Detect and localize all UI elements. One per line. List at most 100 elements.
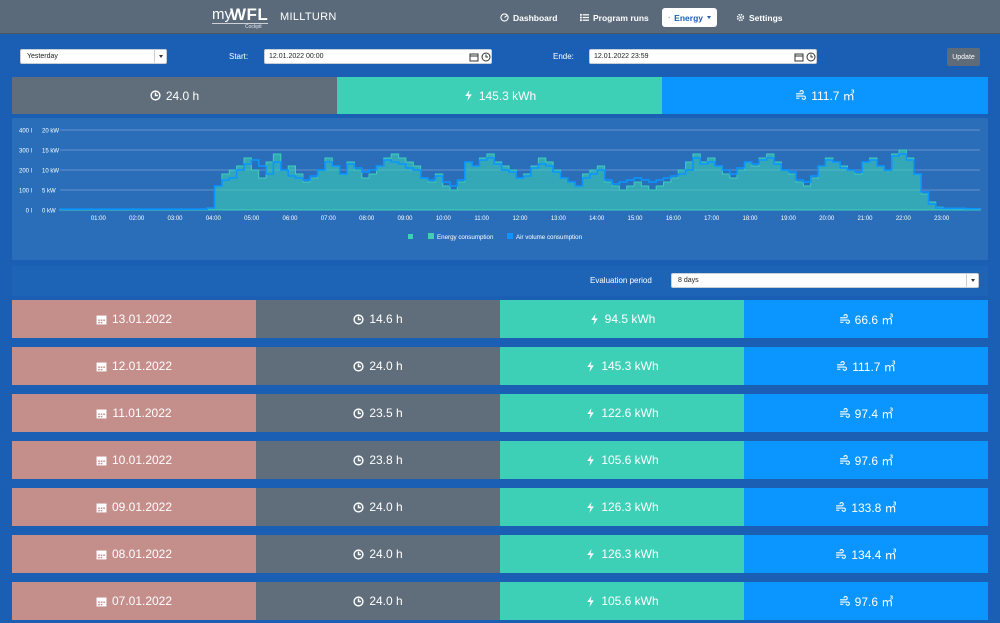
day-row[interactable]: 13.01.2022 14.6 h 94.5 kWh 66.6 ㎥ xyxy=(12,300,988,338)
calendar-icon[interactable] xyxy=(469,52,479,62)
summary-air: 111.7 ㎥ xyxy=(662,77,988,114)
wind-icon xyxy=(839,454,850,465)
x-tick: 02:00 xyxy=(129,216,145,222)
day-hours: 23.5 h xyxy=(256,394,500,432)
day-date: 08.01.2022 xyxy=(12,535,256,573)
x-tick: 01:00 xyxy=(91,216,107,222)
day-air: 133.8 ㎥ xyxy=(744,488,988,526)
range-select[interactable]: Yesterday xyxy=(20,49,167,64)
start-label: Start: xyxy=(229,52,249,61)
clock-icon xyxy=(353,313,364,325)
list-icon xyxy=(580,13,589,22)
evaluation-label: Evaluation period xyxy=(590,276,652,285)
day-air: 97.6 ㎥ xyxy=(744,582,988,620)
day-hours-value: 24.0 h xyxy=(369,359,403,373)
machine-name: MILLTURN xyxy=(280,11,337,23)
y-tick-left: 200 l xyxy=(19,169,32,175)
gear-icon xyxy=(736,13,745,22)
x-tick: 20:00 xyxy=(819,216,835,222)
end-datetime-input[interactable]: 12.01.2022 23:59 xyxy=(589,49,817,64)
wind-icon xyxy=(836,548,847,559)
day-date: 09.01.2022 xyxy=(12,488,256,526)
day-date: 10.01.2022 xyxy=(12,441,256,479)
update-button[interactable]: Update xyxy=(947,48,980,66)
end-datetime-value: 12.01.2022 23:59 xyxy=(594,53,649,60)
day-row[interactable]: 10.01.2022 23.8 h 105.6 kWh 97.6 ㎥ xyxy=(12,441,988,479)
day-row[interactable]: 11.01.2022 23.5 h 122.6 kWh 97.4 ㎥ xyxy=(12,394,988,432)
day-row[interactable]: 09.01.2022 24.0 h 126.3 kWh 133.8 ㎥ xyxy=(12,488,988,526)
day-hours-value: 14.6 h xyxy=(369,312,403,326)
nav-settings[interactable]: Settings xyxy=(730,8,789,27)
wind-icon xyxy=(796,90,807,100)
day-date-value: 13.01.2022 xyxy=(111,312,173,326)
y-tick-left: 100 l xyxy=(19,189,32,195)
calendar-icon[interactable] xyxy=(794,52,804,62)
day-date: 12.01.2022 xyxy=(12,347,256,385)
clock-icon xyxy=(353,360,364,372)
evaluation-bar: Evaluation period 8 days xyxy=(12,266,988,296)
x-tick: 22:00 xyxy=(896,216,912,222)
wind-icon xyxy=(839,313,850,324)
x-tick: 06:00 xyxy=(282,216,298,222)
day-hours: 23.8 h xyxy=(256,441,500,479)
x-tick: 21:00 xyxy=(857,216,873,222)
calendar-icon xyxy=(96,503,107,512)
clock-icon xyxy=(353,501,364,513)
day-energy: 122.6 kWh xyxy=(500,394,744,432)
x-tick: 14:00 xyxy=(589,216,605,222)
x-tick: 16:00 xyxy=(666,216,682,222)
day-hours: 24.0 h xyxy=(256,347,500,385)
bolt-icon xyxy=(587,454,595,466)
x-tick: 07:00 xyxy=(321,216,337,222)
summary-bar: 24.0 h 145.3 kWh 111.7 ㎥ xyxy=(12,77,988,114)
clock-icon[interactable] xyxy=(806,52,816,62)
y-tick-left: 400 l xyxy=(19,129,32,135)
brand-my: my xyxy=(212,6,232,23)
bolt-icon xyxy=(590,313,598,325)
x-tick: 19:00 xyxy=(781,216,797,222)
day-energy-value: 105.6 kWh xyxy=(601,453,659,467)
x-tick: 12:00 xyxy=(512,216,528,222)
wind-icon xyxy=(839,595,850,606)
summary-hours: 24.0 h xyxy=(12,77,337,114)
summary-energy: 145.3 kWh xyxy=(337,77,662,114)
day-row[interactable]: 12.01.2022 24.0 h 145.3 kWh 111.7 ㎥ xyxy=(12,347,988,385)
day-air: 134.4 ㎥ xyxy=(744,535,988,573)
air-series xyxy=(60,153,980,210)
y-tick-right: 15 kW xyxy=(42,149,59,155)
evaluation-period-select[interactable]: 8 days xyxy=(671,273,979,288)
brand-logo[interactable]: my WFL Cockpit xyxy=(212,5,268,30)
end-label: Ende: xyxy=(553,52,574,61)
day-hours-value: 24.0 h xyxy=(369,500,403,514)
start-datetime-input[interactable]: 12.01.2022 00:00 xyxy=(264,49,492,64)
legend-air: Air volume consumption xyxy=(516,234,583,241)
filter-toolbar: Yesterday Start: 12.01.2022 00:00 Ende: … xyxy=(12,42,988,72)
x-tick: 18:00 xyxy=(742,216,758,222)
y-tick-right: 0 kW xyxy=(42,209,56,215)
day-air: 97.4 ㎥ xyxy=(744,394,988,432)
day-date-value: 10.01.2022 xyxy=(111,453,173,467)
day-energy-value: 94.5 kWh xyxy=(604,312,656,326)
bolt-icon xyxy=(668,16,670,19)
dashboard-icon xyxy=(500,13,509,22)
clock-icon xyxy=(353,548,364,560)
calendar-icon xyxy=(96,409,107,418)
day-date-value: 09.01.2022 xyxy=(111,500,173,514)
bolt-icon xyxy=(587,595,595,607)
day-energy-value: 145.3 kWh xyxy=(601,359,659,373)
day-row[interactable]: 08.01.2022 24.0 h 126.3 kWh 134.4 ㎥ xyxy=(12,535,988,573)
nav-dashboard-label: Dashboard xyxy=(513,12,558,23)
day-row[interactable]: 07.01.2022 24.0 h 105.6 kWh 97.6 ㎥ xyxy=(12,582,988,620)
clock-icon[interactable] xyxy=(481,52,491,62)
calendar-icon xyxy=(96,456,107,465)
day-date: 07.01.2022 xyxy=(12,582,256,620)
chevron-down-icon xyxy=(966,274,978,287)
day-energy-value: 126.3 kWh xyxy=(601,547,659,561)
nav-program-runs[interactable]: Program runs xyxy=(574,8,655,27)
clock-icon xyxy=(150,90,161,101)
nav-energy-dropdown[interactable]: Energy xyxy=(662,8,717,27)
y-tick-left: 0 l xyxy=(26,209,32,215)
day-air: 111.7 ㎥ xyxy=(744,347,988,385)
nav-dashboard[interactable]: Dashboard xyxy=(494,8,563,27)
summary-hours-value: 24.0 h xyxy=(165,88,200,103)
